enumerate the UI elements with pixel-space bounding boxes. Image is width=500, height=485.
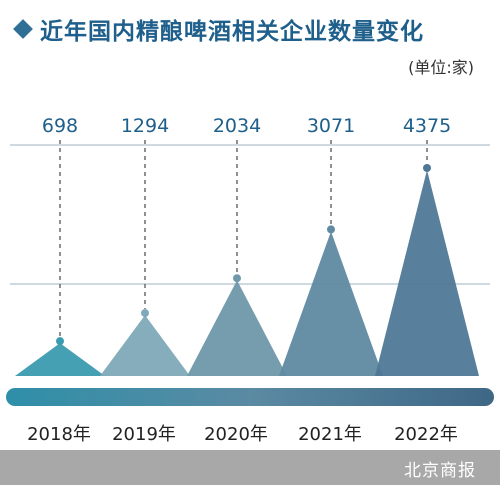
category-label: 2020年: [204, 424, 268, 445]
source-credit: 北京商报: [404, 461, 476, 481]
category-label: 2019年: [112, 424, 176, 445]
baseline-bar: [6, 388, 494, 406]
chart-title-row: 近年国内精酿啤酒相关企业数量变化: [12, 12, 424, 46]
area-mark: [100, 315, 190, 376]
data-label: 2034: [213, 115, 261, 137]
source-bar: 北京商报: [0, 450, 500, 485]
data-label: 698: [42, 115, 78, 137]
chart-title: 近年国内精酿啤酒相关企业数量变化: [40, 19, 424, 45]
category-label: 2022年: [394, 424, 458, 445]
data-label: 1294: [121, 115, 169, 137]
peak-dot: [141, 309, 149, 318]
data-label: 3071: [307, 115, 355, 137]
peak-dot: [56, 337, 64, 346]
peak-dot: [423, 164, 431, 172]
chart-area: 698 2018年 1294 2019年 2034 2020年 3071 2021年 4375 2…: [6, 115, 494, 445]
area-mark: [375, 170, 479, 376]
peak-dot: [233, 274, 241, 283]
area-mark: [15, 343, 105, 376]
category-label: 2021年: [298, 424, 362, 445]
area-mark: [187, 280, 287, 376]
peak-dot: [327, 225, 335, 234]
area-mark: [279, 231, 383, 376]
unit-label: (单位:家): [408, 58, 474, 77]
data-label: 4375: [403, 115, 451, 137]
category-label: 2018年: [27, 424, 91, 445]
